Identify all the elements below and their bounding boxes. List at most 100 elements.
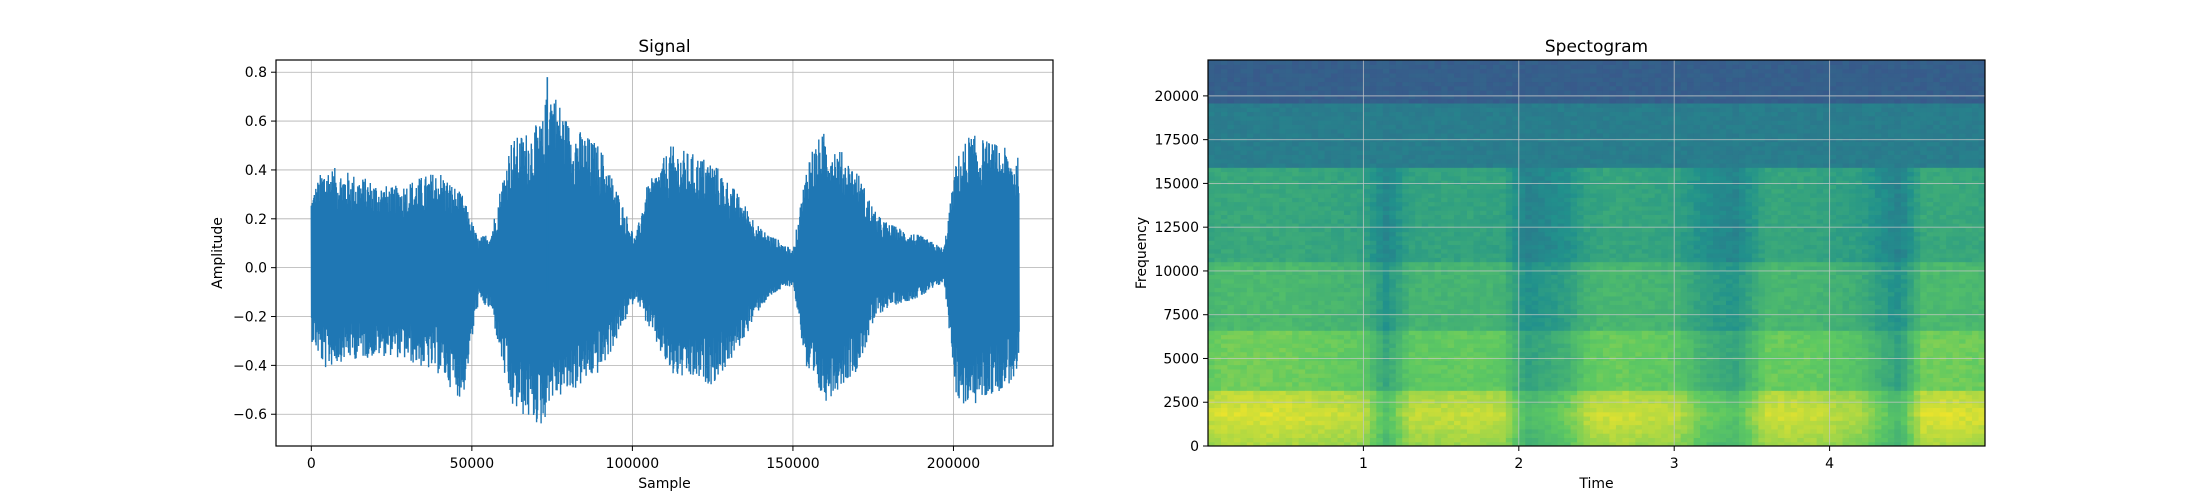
spectrogram-cell [1331,395,1338,400]
spectrogram-cell [1486,339,1493,344]
spectrogram-cell [1519,296,1526,301]
spectrogram-cell [1486,386,1493,391]
spectrogram-cell [1214,352,1221,357]
spectrogram-cell [1208,133,1215,138]
spectrogram-cell [1415,60,1422,65]
spectrogram-cell [1461,352,1468,357]
spectrogram-cell [1454,317,1461,322]
spectrogram-cell [1512,395,1519,400]
spectrogram-cell [1363,266,1370,271]
spectrogram-cell [1396,352,1403,357]
spectrogram-cell [1214,343,1221,348]
spectrogram-cell [1273,433,1280,438]
spectrogram-cell [1402,407,1409,412]
spectrogram-cell [1292,343,1299,348]
spectrogram-cell [1480,330,1487,335]
spectrogram-cell [1208,184,1215,189]
spectrogram-cell [1396,150,1403,155]
spectrogram-cell [1240,236,1247,241]
spectrogram-cell [1545,257,1552,262]
spectrogram-cell [1532,86,1539,91]
spectrogram-cell [1512,189,1519,194]
spectrogram-cell [1273,425,1280,430]
spectrogram-cell [1473,197,1480,202]
spectrogram-cell [1357,189,1364,194]
spectrogram-cell [1402,77,1409,82]
spectrogram-cell [1480,124,1487,129]
spectrogram-cell [1389,369,1396,374]
spectrogram-cell [1299,377,1306,382]
spectrogram-cell [1350,304,1357,309]
spectrogram-cell [1461,77,1468,82]
spectrogram-cell [1273,210,1280,215]
spectrogram-cell [1428,390,1435,395]
spectrogram-cell [1435,202,1442,207]
spectrogram-cell [1227,390,1234,395]
spectrogram-cell [1461,313,1468,318]
spectrogram-cell [1338,425,1345,430]
spectrogram-cell [1286,382,1293,387]
spectrogram-cell [1473,287,1480,292]
spectrogram-cell [1214,309,1221,314]
spectrogram-cell [1338,236,1345,241]
spectrogram-cell [1441,304,1448,309]
spectrogram-cell [1344,279,1351,284]
spectrogram-cell [1344,180,1351,185]
spectrogram-cell [1422,292,1429,297]
spectrogram-cell [1512,244,1519,249]
spectrogram-cell [1370,202,1377,207]
spectrogram-cell [1473,347,1480,352]
spectrogram-cell [1208,253,1215,258]
spectrogram-cell [1299,343,1306,348]
spectrogram-cell [1409,262,1416,267]
spectrogram-cell [1247,390,1254,395]
spectrogram-cell [1409,232,1416,237]
spectrogram-cell [1532,227,1539,232]
spectrogram-cell [1551,399,1558,404]
spectrogram-cell [1389,154,1396,159]
spectrogram-cell [1208,343,1215,348]
spectrogram-cell [1247,253,1254,258]
spectrogram-cell [1415,395,1422,400]
spectrogram-cell [1253,399,1260,404]
spectrogram-cell [1428,210,1435,215]
spectrogram-cell [1538,253,1545,258]
spectrogram-cell [1525,206,1532,211]
spectrogram-cell [1545,94,1552,99]
spectrogram-cell [1292,360,1299,365]
spectrogram-cell [1331,399,1338,404]
spectrogram-cell [1480,107,1487,112]
spectrogram-cell [1415,390,1422,395]
spectrogram-cell [1428,360,1435,365]
spectrogram-cell [1525,425,1532,430]
spectrogram-cell [1467,399,1474,404]
spectrogram-cell [1512,133,1519,138]
spectrogram-cell [1292,60,1299,65]
spectrogram-cell [1506,193,1513,198]
spectrogram-cell [1221,73,1228,78]
spectrogram-cell [1428,244,1435,249]
spectrogram-cell [1454,69,1461,74]
spectrogram-cell [1551,60,1558,65]
spectrogram-cell [1247,167,1254,172]
spectrogram-cell [1305,73,1312,78]
spectrogram-cell [1467,313,1474,318]
spectrogram-cell [1480,176,1487,181]
spectrogram-cell [1240,283,1247,288]
spectrogram-cell [1279,403,1286,408]
spectrogram-cell [1402,206,1409,211]
spectrogram-cell [1499,347,1506,352]
spectrogram-cell [1435,317,1442,322]
spectrogram-cell [1331,120,1338,125]
spectrogram-cell [1260,163,1267,168]
spectrogram-cell [1318,86,1325,91]
spectrogram-cell [1344,420,1351,425]
spectrogram-cell [1538,172,1545,177]
spectrogram-cell [1402,236,1409,241]
spectrogram-cell [1389,287,1396,292]
spectrogram-cell [1376,425,1383,430]
spectrogram-cell [1512,77,1519,82]
spectrogram-cell [1305,111,1312,116]
spectrogram-cell [1357,77,1364,82]
spectrogram-cell [1260,240,1267,245]
